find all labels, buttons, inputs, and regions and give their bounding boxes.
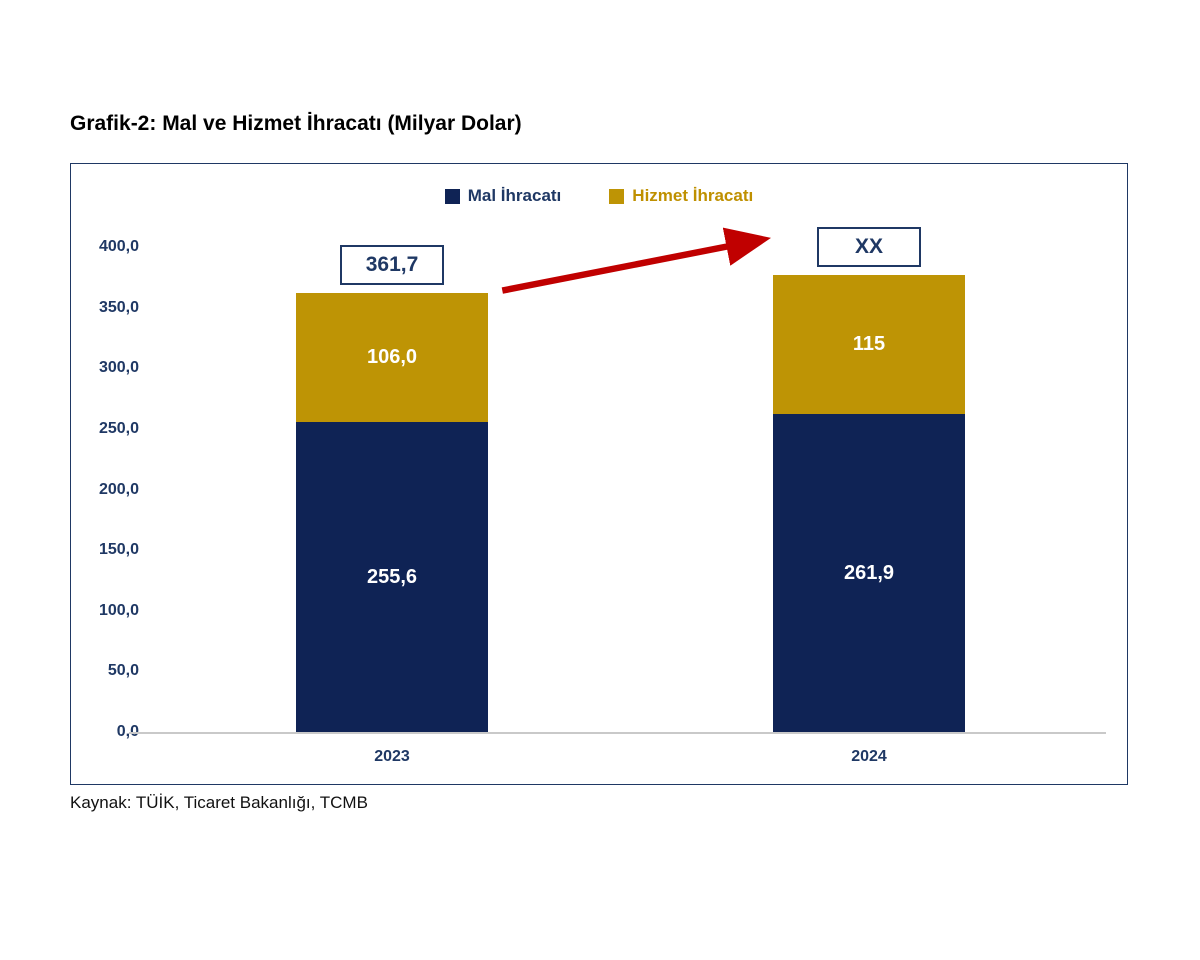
x-axis-category-label: 2023 (374, 748, 410, 765)
bar-segment-hizmet-ihracati: 115 (773, 275, 965, 414)
legend-item-hizmet-ihracati: Hizmet İhracatı (609, 186, 753, 206)
bar-segment-mal-ihracati: 261,9 (773, 414, 965, 732)
total-value-box: 361,7 (340, 245, 444, 285)
y-axis-tick-label: 350,0 (98, 299, 139, 316)
bar-segment-mal-ihracati: 255,6 (296, 422, 488, 732)
y-axis-tick-label: 100,0 (98, 602, 139, 619)
y-axis-tick-label: 200,0 (98, 481, 139, 498)
y-axis-tick-label: 150,0 (98, 541, 139, 558)
legend-swatch-navy-icon (444, 188, 460, 204)
y-axis-tick-label: 250,0 (98, 420, 139, 437)
x-axis-category-label: 2024 (851, 748, 887, 765)
chart-title: Grafik-2: Mal ve Hizmet İhracatı (Milyar… (70, 112, 522, 135)
chart-legend: Mal İhracatı Hizmet İhracatı (71, 186, 1127, 206)
legend-label-mal-ihracati: Mal İhracatı (467, 186, 562, 205)
source-caption: Kaynak: TÜİK, Ticaret Bakanlığı, TCMB (70, 793, 368, 812)
legend-item-mal-ihracati: Mal İhracatı (444, 186, 562, 206)
y-axis-tick-label: 0,0 (116, 723, 139, 740)
y-axis-tick-label: 400,0 (98, 238, 139, 255)
y-axis-tick-label: 50,0 (107, 662, 139, 679)
increase-arrow (501, 227, 772, 294)
legend-label-hizmet-ihracati: Hizmet İhracatı (632, 186, 754, 205)
total-value-box: XX (817, 227, 921, 267)
x-axis-line (129, 732, 1106, 734)
legend-swatch-gold-icon (609, 188, 625, 204)
bar-segment-hizmet-ihracati: 106,0 (296, 293, 488, 422)
y-axis-tick-label: 300,0 (98, 359, 139, 376)
chart-area: Mal İhracatı Hizmet İhracatı 400,0 350,0 3… (70, 163, 1128, 785)
